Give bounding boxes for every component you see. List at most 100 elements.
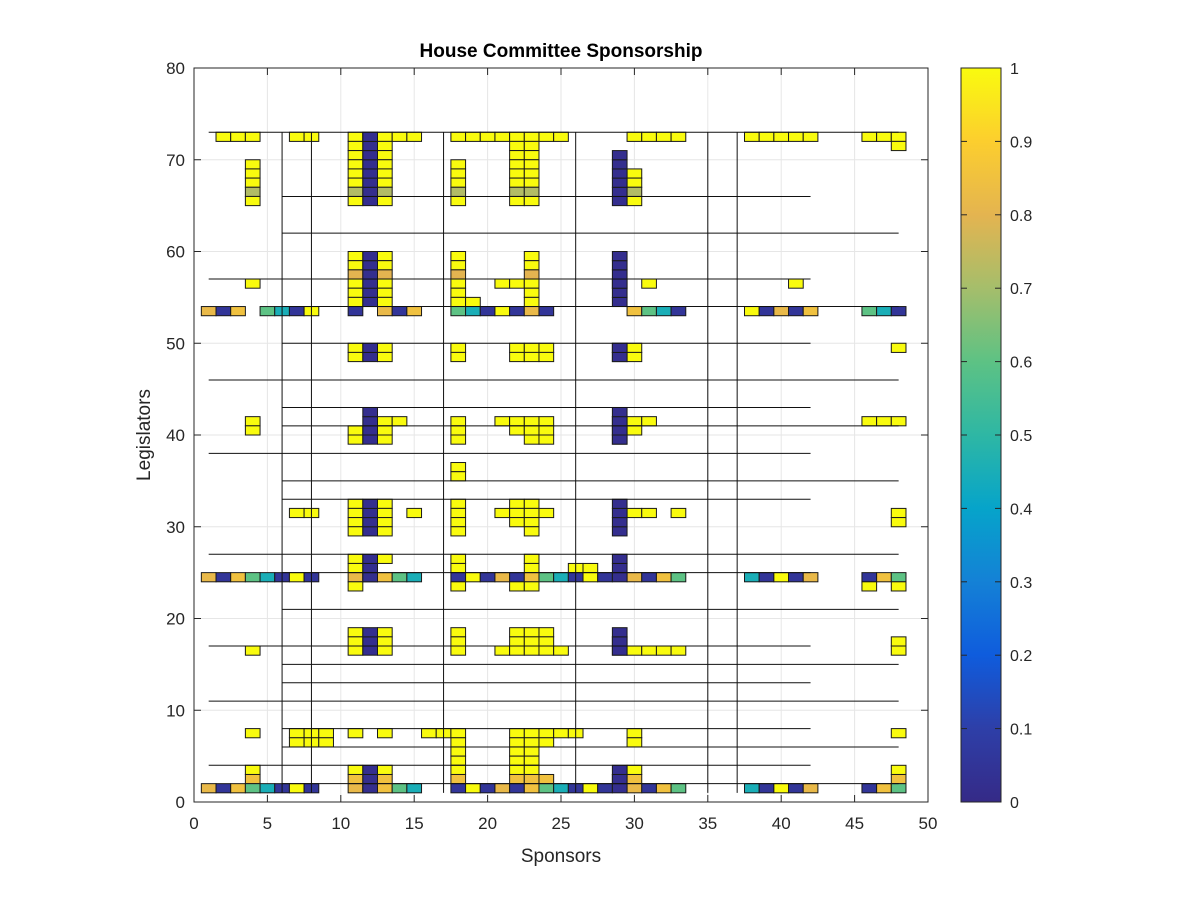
- heatmap-cell: [641, 131, 657, 142]
- heatmap-cell: [890, 773, 907, 785]
- heatmap-cell: [523, 764, 540, 775]
- heatmap-cell: [347, 260, 364, 271]
- heatmap-cell: [479, 306, 496, 317]
- heatmap-cell: [347, 168, 364, 179]
- colorbar-tick-label: 0.6: [1010, 355, 1032, 372]
- heatmap-cell: [377, 425, 393, 436]
- heatmap-cell: [288, 131, 305, 142]
- heatmap-cell: [655, 131, 672, 142]
- heatmap-cell: [611, 764, 628, 775]
- heatmap-cell: [244, 764, 261, 775]
- heatmap-cell: [538, 773, 555, 785]
- heatmap-cell: [362, 645, 379, 656]
- heatmap-cell: [523, 195, 540, 207]
- heatmap-cell: [450, 260, 467, 271]
- heatmap-cell: [450, 773, 467, 785]
- heatmap-cells: [200, 131, 907, 794]
- heatmap-cell: [611, 278, 628, 289]
- heatmap-cell: [450, 351, 467, 363]
- heatmap-cell: [523, 553, 540, 564]
- heatmap-cell: [347, 526, 364, 537]
- heatmap-cell: [626, 351, 643, 363]
- heatmap-cell: [641, 306, 657, 317]
- heatmap-cell: [362, 425, 379, 436]
- heatmap-cell: [362, 278, 379, 289]
- heatmap-cell: [758, 306, 775, 317]
- heatmap-cell: [347, 517, 364, 528]
- heatmap-cell: [450, 168, 467, 179]
- heatmap-cell: [523, 517, 540, 528]
- heatmap-cell: [244, 195, 261, 207]
- structure-lines: [208, 131, 899, 793]
- heatmap-cell: [670, 572, 687, 583]
- heatmap-cell: [626, 728, 643, 739]
- heatmap-cell: [377, 526, 393, 537]
- heatmap-cell: [509, 645, 525, 656]
- heatmap-cell: [876, 783, 892, 794]
- heatmap-cell: [347, 159, 364, 170]
- heatmap-cell: [523, 159, 540, 170]
- heatmap-cell: [611, 186, 628, 197]
- heatmap-cell: [626, 131, 643, 142]
- colorbar-tick-label: 0.3: [1010, 575, 1032, 592]
- heatmap-cell: [362, 342, 379, 353]
- heatmap-cell: [773, 572, 790, 583]
- heatmap-cell: [347, 186, 364, 197]
- y-tick-label: 30: [166, 518, 185, 537]
- heatmap-cell: [626, 306, 643, 317]
- heatmap-cell: [377, 764, 393, 775]
- heatmap-cell: [538, 645, 555, 656]
- heatmap-cell: [450, 645, 467, 656]
- x-tick-label: 30: [625, 814, 644, 833]
- heatmap-cell: [523, 773, 540, 785]
- heatmap-cell: [890, 645, 907, 656]
- heatmap-cell: [641, 783, 657, 794]
- heatmap-cell: [347, 425, 364, 436]
- heatmap-cell: [523, 351, 540, 363]
- heatmap-cell: [450, 553, 467, 564]
- heatmap-cell: [523, 425, 540, 436]
- heatmap-cell: [890, 517, 907, 528]
- heatmap-cell: [523, 572, 540, 583]
- heatmap-cell: [288, 737, 305, 748]
- y-tick-label: 0: [176, 793, 185, 812]
- heatmap-cell: [450, 462, 467, 473]
- heatmap-cell: [553, 645, 569, 656]
- heatmap-cell: [744, 783, 760, 794]
- heatmap-cell: [655, 306, 672, 317]
- heatmap-cell: [582, 572, 599, 583]
- heatmap-cell: [890, 783, 907, 794]
- heatmap-cell: [773, 306, 790, 317]
- heatmap-cell: [362, 186, 379, 197]
- heatmap-cell: [215, 131, 232, 142]
- heatmap-cell: [890, 140, 907, 152]
- heatmap-cell: [876, 572, 892, 583]
- heatmap-cell: [450, 195, 467, 207]
- heatmap-cell: [391, 416, 408, 427]
- heatmap-cell: [523, 434, 540, 445]
- axis-ticks: 0 5 10 15 20 25 30 35 40 45 50 0 10 20 30 40 50 60 70 80: [166, 59, 937, 833]
- heatmap-cell: [509, 581, 525, 592]
- heatmap-cell: [523, 581, 540, 592]
- heatmap-cell: [611, 195, 628, 207]
- heatmap-cell: [655, 783, 672, 794]
- heatmap-cell: [494, 131, 511, 142]
- heatmap-cell: [626, 168, 643, 179]
- heatmap-cell: [318, 737, 334, 748]
- heatmap-cell: [611, 296, 628, 308]
- heatmap-cell: [890, 636, 907, 647]
- heatmap-cell: [788, 278, 804, 289]
- heatmap-cell: [377, 278, 393, 289]
- heatmap-cell: [347, 562, 364, 574]
- heatmap-cell: [538, 306, 555, 317]
- x-tick-label: 35: [698, 814, 717, 833]
- heatmap-cell: [509, 306, 525, 317]
- heatmap-cell: [611, 177, 628, 188]
- heatmap-cell: [538, 425, 555, 436]
- heatmap-cell: [538, 737, 555, 748]
- heatmap-cell: [362, 150, 379, 161]
- heatmap-cell: [509, 507, 525, 519]
- heatmap-cell: [347, 342, 364, 353]
- heatmap-cell: [362, 251, 379, 262]
- heatmap-cell: [347, 306, 364, 317]
